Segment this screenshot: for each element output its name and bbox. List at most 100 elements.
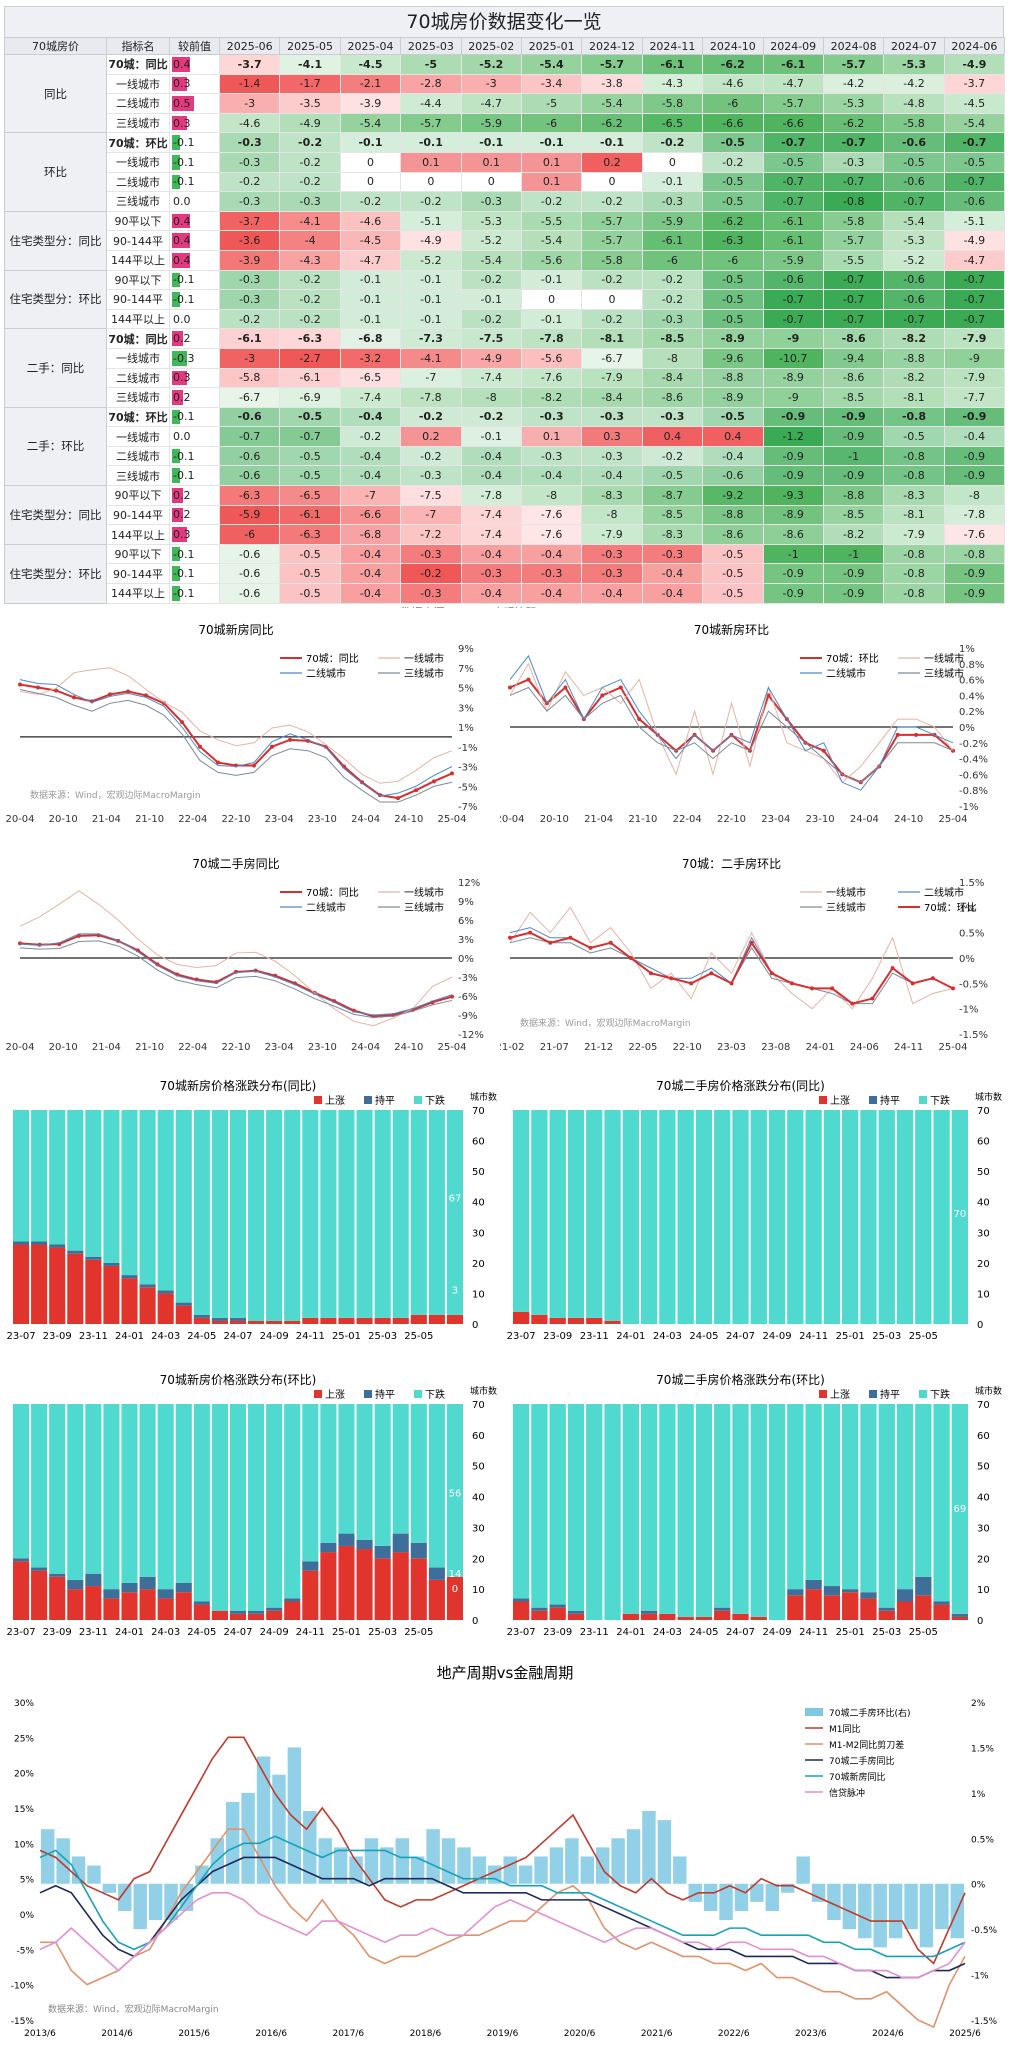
indicator-label: 三线城市 <box>106 465 170 487</box>
value-cell: -0.3 <box>460 191 522 212</box>
value-cell: -0.3 <box>520 406 583 428</box>
value-cell: -0.5 <box>702 563 764 585</box>
y-tick-label: 30 <box>977 1523 990 1534</box>
y-tick-label: -5% <box>458 782 477 793</box>
y-tick-label: -0.8% <box>959 786 988 797</box>
value-cell: -6.1 <box>279 367 341 389</box>
bar-down <box>549 1404 566 1605</box>
bar-flat <box>85 1573 102 1587</box>
legend-label: 持平 <box>375 1388 395 1401</box>
bar-down <box>823 1110 841 1324</box>
series-line <box>39 1736 966 1965</box>
y2-tick-label: 0.5% <box>971 1835 994 1845</box>
bar-second-hand-mom <box>611 1838 625 1884</box>
y-tick-label: 10 <box>977 1289 990 1300</box>
value-cell: -0.3 <box>400 583 462 604</box>
table-header-cell: 2025-01 <box>520 37 583 55</box>
x-tick-label: 25-01 <box>836 1331 865 1342</box>
x-tick-label: 23-09 <box>543 1331 572 1342</box>
series-line <box>19 890 453 1027</box>
x-tick-label: 23-11 <box>79 1627 108 1638</box>
data-point <box>766 693 771 698</box>
bar-second-hand-mom <box>734 1883 749 1911</box>
value-cell: -3.4 <box>520 73 583 95</box>
value-cell: -7.2 <box>400 524 462 545</box>
bar-down <box>732 1110 749 1324</box>
table-row: 三线城市 0.2 -6.7 -6.9 -7.4 -7.8 -8 -8.2 -8.4 -8.6 -8.… <box>5 387 1006 408</box>
y2-tick-label: 0% <box>971 1881 986 1891</box>
y-tick-label: 6% <box>458 916 474 927</box>
value-cell: -6 <box>702 93 764 114</box>
indicator-label: 一线城市 <box>106 151 170 173</box>
bar-second-hand-mom <box>287 1747 302 1884</box>
value-cell: 0 <box>400 171 462 193</box>
value-cell: -0.6 <box>218 406 281 428</box>
bar-down <box>175 1110 192 1303</box>
prev-change-cell: 0.4 <box>169 249 220 271</box>
bar-down <box>604 1404 621 1620</box>
x-tick-label: 2023/6 <box>795 2029 827 2039</box>
value-cell: -0.2 <box>702 151 764 173</box>
bar-up <box>951 1616 968 1620</box>
value-cell: -0.3 <box>641 543 704 565</box>
chart-background <box>500 608 1005 836</box>
value-cell: -0.5 <box>279 406 341 428</box>
chart-new-home-yoy: 70城新房同比 9% 7% 5% 3% 1% -1% -3% -5% -7% 20-04 20-10 2… <box>0 608 500 836</box>
bar-down <box>768 1404 786 1620</box>
legend-swatch <box>869 1096 877 1104</box>
value-cell: -0.7 <box>762 308 824 330</box>
x-tick-label: 23-11 <box>79 1331 108 1342</box>
x-tick-label: 23-03 <box>717 1042 746 1053</box>
value-cell: -8.6 <box>641 387 704 408</box>
y-tick-label: -1% <box>458 743 477 754</box>
prev-change-cell: -0.1 <box>169 583 220 604</box>
value-cell: -0.5 <box>702 406 764 428</box>
bar-up <box>604 1320 621 1324</box>
value-cell: -0.2 <box>400 445 462 467</box>
x-tick-label: 24-03 <box>151 1627 180 1638</box>
table-row: 144平以上 -0.1 -0.6 -0.5 -0.4 -0.3 -0.4 -0.4 -0.4 -0… <box>5 583 1006 604</box>
bar-up <box>860 1598 877 1620</box>
data-label: 67 <box>449 1194 462 1205</box>
table-row: 住宅类型分：同比 90平以下 0.2 -6.3 -6.5 -7 -7.5 -7.8 -8 -8.3… <box>4 485 1006 545</box>
prev-change-cell: 0.2 <box>169 485 220 506</box>
bar-second-hand-mom <box>565 1838 579 1884</box>
y-tick-label: 20 <box>472 1554 485 1565</box>
bar-down <box>659 1110 676 1324</box>
bar-up <box>157 1293 174 1324</box>
value-cell: -0.4 <box>339 465 402 487</box>
bar-up <box>85 1586 102 1620</box>
value-cell: 0 <box>641 151 704 173</box>
bar-up <box>750 1616 767 1620</box>
data-point <box>870 996 875 1001</box>
value-cell: -8 <box>460 387 522 408</box>
value-cell: -7.6 <box>520 367 583 389</box>
value-cell: -0.4 <box>943 426 1006 447</box>
bar-second-hand-mom <box>333 1847 348 1884</box>
value-cell: -5.4 <box>460 249 522 271</box>
bar-flat <box>896 1589 914 1602</box>
bar-up <box>567 1317 585 1324</box>
value-cell: -0.4 <box>702 445 764 467</box>
bar-second-hand-mom <box>503 1856 517 1884</box>
bar-up <box>567 1613 585 1620</box>
bar-flat <box>714 1607 731 1611</box>
bar-down <box>677 1110 694 1324</box>
x-tick-label: 2022/6 <box>718 2029 750 2039</box>
y-tick-label: -0.4% <box>959 755 988 766</box>
value-cell: -9.6 <box>702 347 764 369</box>
y-tick-label: 5% <box>20 1876 35 1886</box>
bar-down <box>392 1110 409 1318</box>
value-cell: -3.7 <box>218 210 281 232</box>
value-cell: -0.4 <box>339 445 402 467</box>
bar-up <box>513 1311 530 1324</box>
value-cell: -5.7 <box>400 112 462 134</box>
value-cell: -4.1 <box>400 347 462 369</box>
value-cell: -9.4 <box>822 347 885 369</box>
data-point <box>628 956 633 960</box>
value-cell: -3.9 <box>218 249 281 271</box>
data-point <box>810 986 815 991</box>
chart-new-home-dist-yoy: 70城新房价格涨跌分布(同比) 70 60 50 40 30 20 10 0 城市数 上涨 持平 下跌 2… <box>0 1072 500 1352</box>
group-label: 住宅类型分：同比 <box>4 485 107 545</box>
value-cell: -0.5 <box>702 171 764 193</box>
